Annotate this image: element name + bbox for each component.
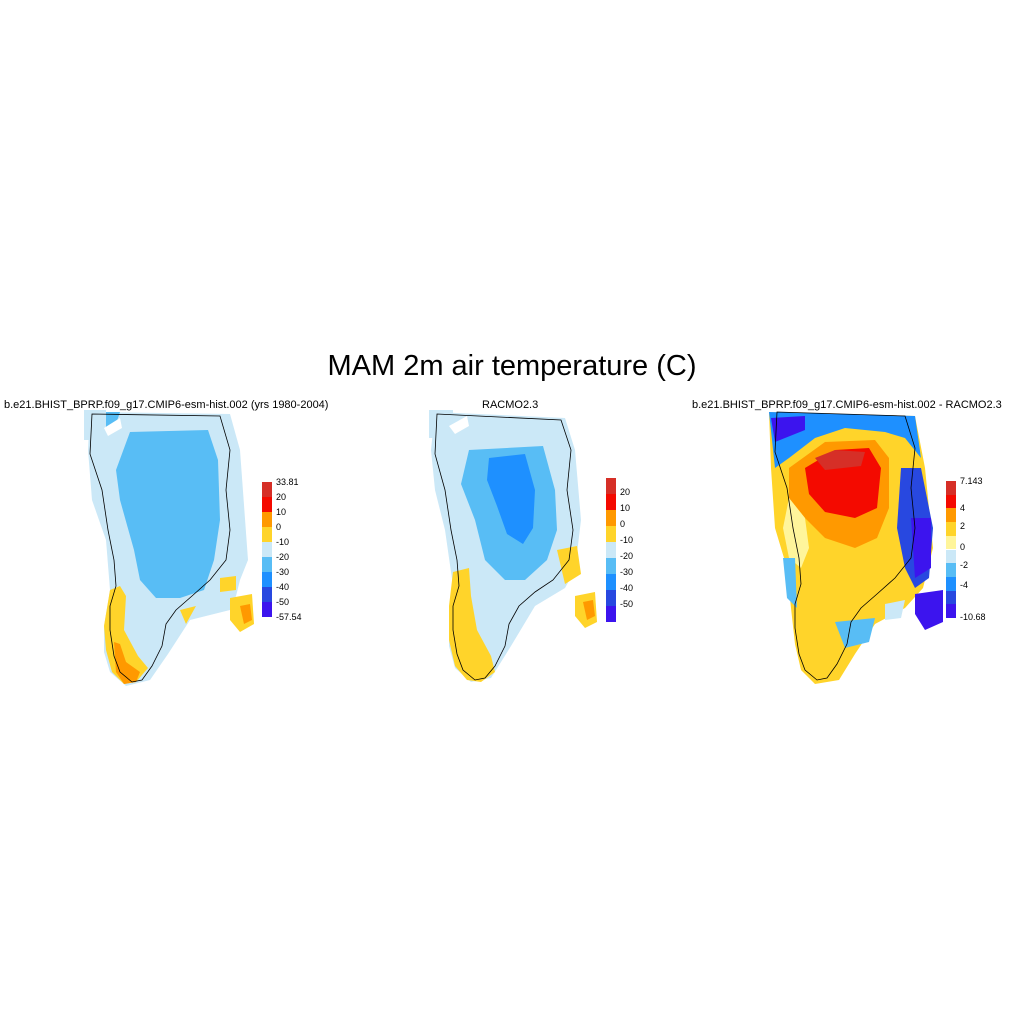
colorbar-swatch (946, 522, 956, 536)
colorbar-label: -10.68 (960, 612, 986, 622)
colorbar-swatch (946, 576, 956, 591)
colorbar-label: -40 (276, 582, 290, 592)
colorbar-swatch (606, 478, 616, 494)
colorbar-swatch (946, 549, 956, 564)
coastline (774, 411, 916, 681)
colorbar-swatch (606, 494, 616, 510)
coastline (434, 413, 574, 681)
colorbar-swatch (946, 563, 956, 577)
colorbar-swatch (262, 572, 272, 587)
figure-title: MAM 2m air temperature (C) (327, 350, 697, 382)
colorbar-swatch (606, 574, 616, 590)
colorbar-label: 7.143 (960, 476, 983, 486)
colorbar-swatch (262, 587, 272, 602)
colorbar-swatch (606, 606, 616, 622)
colorbar-swatch (606, 558, 616, 574)
colorbar-label: -30 (620, 567, 634, 577)
colorbar-label: -20 (620, 551, 634, 561)
colorbar-label: 0 (276, 522, 282, 532)
colorbar-swatch (946, 508, 956, 523)
colorbar-swatch (262, 482, 272, 497)
colorbar-label: -40 (620, 583, 634, 593)
colorbar-swatch (946, 481, 956, 495)
colorbar-label: -2 (960, 560, 969, 570)
colorbar-swatch (262, 527, 272, 542)
colorbar-label: 10 (276, 507, 287, 517)
greenland-temperature-field (84, 410, 254, 686)
panel-2-map (429, 410, 597, 682)
panel-3-map (769, 411, 943, 684)
colorbar-label: 4 (960, 503, 966, 513)
panel-1-map (84, 410, 254, 686)
colorbar-label: 0 (960, 542, 966, 552)
colorbar-label: 33.81 (276, 477, 299, 487)
coastline (89, 413, 231, 683)
greenland-difference-field (769, 412, 943, 684)
colorbar-label: -4 (960, 580, 969, 590)
colorbar-label: 20 (276, 492, 287, 502)
colorbar-label: 10 (620, 503, 631, 513)
colorbar-swatch (262, 542, 272, 557)
colorbar-label: -30 (276, 567, 290, 577)
colorbar-label: -50 (620, 599, 634, 609)
colorbar-swatch (946, 590, 956, 605)
colorbar-label: -20 (276, 552, 290, 562)
colorbar-label: 2 (960, 521, 966, 531)
colorbar-label: -10 (276, 537, 290, 547)
colorbar-label: -57.54 (276, 612, 302, 622)
greenland-temperature-field (429, 410, 597, 682)
panel-2-title: RACMO2.3 (482, 399, 539, 411)
colorbar-swatch (606, 542, 616, 558)
colorbar-swatch (606, 510, 616, 526)
colorbar-label: -10 (620, 535, 634, 545)
colorbar-swatch (262, 497, 272, 512)
colorbar-swatch (262, 602, 272, 617)
colorbar-swatch (606, 590, 616, 606)
colorbar-label: 20 (620, 487, 631, 497)
colorbar-swatch (946, 494, 956, 509)
colorbar-label: -50 (276, 597, 290, 607)
colorbar-swatch (946, 604, 956, 618)
colorbar-swatch (946, 535, 956, 550)
colorbar-swatch (606, 526, 616, 542)
colorbar-swatch (262, 557, 272, 572)
colorbar-label: 0 (620, 519, 626, 529)
panel-1-title: b.e21.BHIST_BPRP.f09_g17.CMIP6-esm-hist.… (4, 399, 329, 411)
panel-3-title: b.e21.BHIST_BPRP.f09_g17.CMIP6-esm-hist.… (692, 399, 1002, 411)
colorbar-swatch (262, 512, 272, 527)
